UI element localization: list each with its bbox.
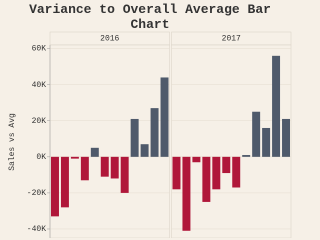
bar — [80, 156, 89, 181]
bar — [262, 127, 271, 157]
y-tick-label: 0K — [36, 153, 46, 162]
panel-bg — [171, 44, 292, 238]
bar — [202, 156, 211, 202]
y-tick-label: 60K — [32, 45, 47, 54]
bar — [90, 147, 99, 157]
bar — [120, 156, 129, 193]
bar — [272, 55, 281, 157]
bar — [50, 156, 59, 217]
panel-bg — [49, 44, 170, 238]
bar — [70, 156, 79, 159]
bar — [242, 155, 251, 157]
bar — [252, 111, 261, 157]
bar — [130, 118, 139, 157]
bar — [182, 156, 191, 231]
chart-title: Variance to Overall Average Bar Chart — [29, 2, 271, 32]
bar — [282, 118, 291, 157]
bar — [140, 144, 149, 157]
y-tick-label: -20K — [27, 189, 46, 198]
bar — [222, 156, 231, 174]
bar — [110, 156, 119, 179]
y-tick-label: 40K — [32, 81, 47, 90]
bar — [100, 156, 109, 177]
y-tick-label: 20K — [32, 117, 47, 126]
bar — [232, 156, 241, 188]
bar — [192, 156, 201, 163]
panel-header: 2017 — [222, 35, 241, 44]
page: {"chart_data": {"type": "bar", "title": … — [8, 2, 292, 238]
bar — [172, 156, 181, 190]
bar — [60, 156, 69, 208]
y-axis-label: Sales vs Avg — [8, 113, 17, 171]
chart: Sales vs Avg -40K -20K 0K 20K 40K 60K 2016 2017 — [8, 31, 292, 238]
bar — [160, 77, 169, 157]
bar — [150, 108, 159, 157]
y-tick-label: -40K — [27, 225, 46, 234]
bar — [212, 156, 221, 190]
panel-header: 2016 — [100, 35, 119, 44]
